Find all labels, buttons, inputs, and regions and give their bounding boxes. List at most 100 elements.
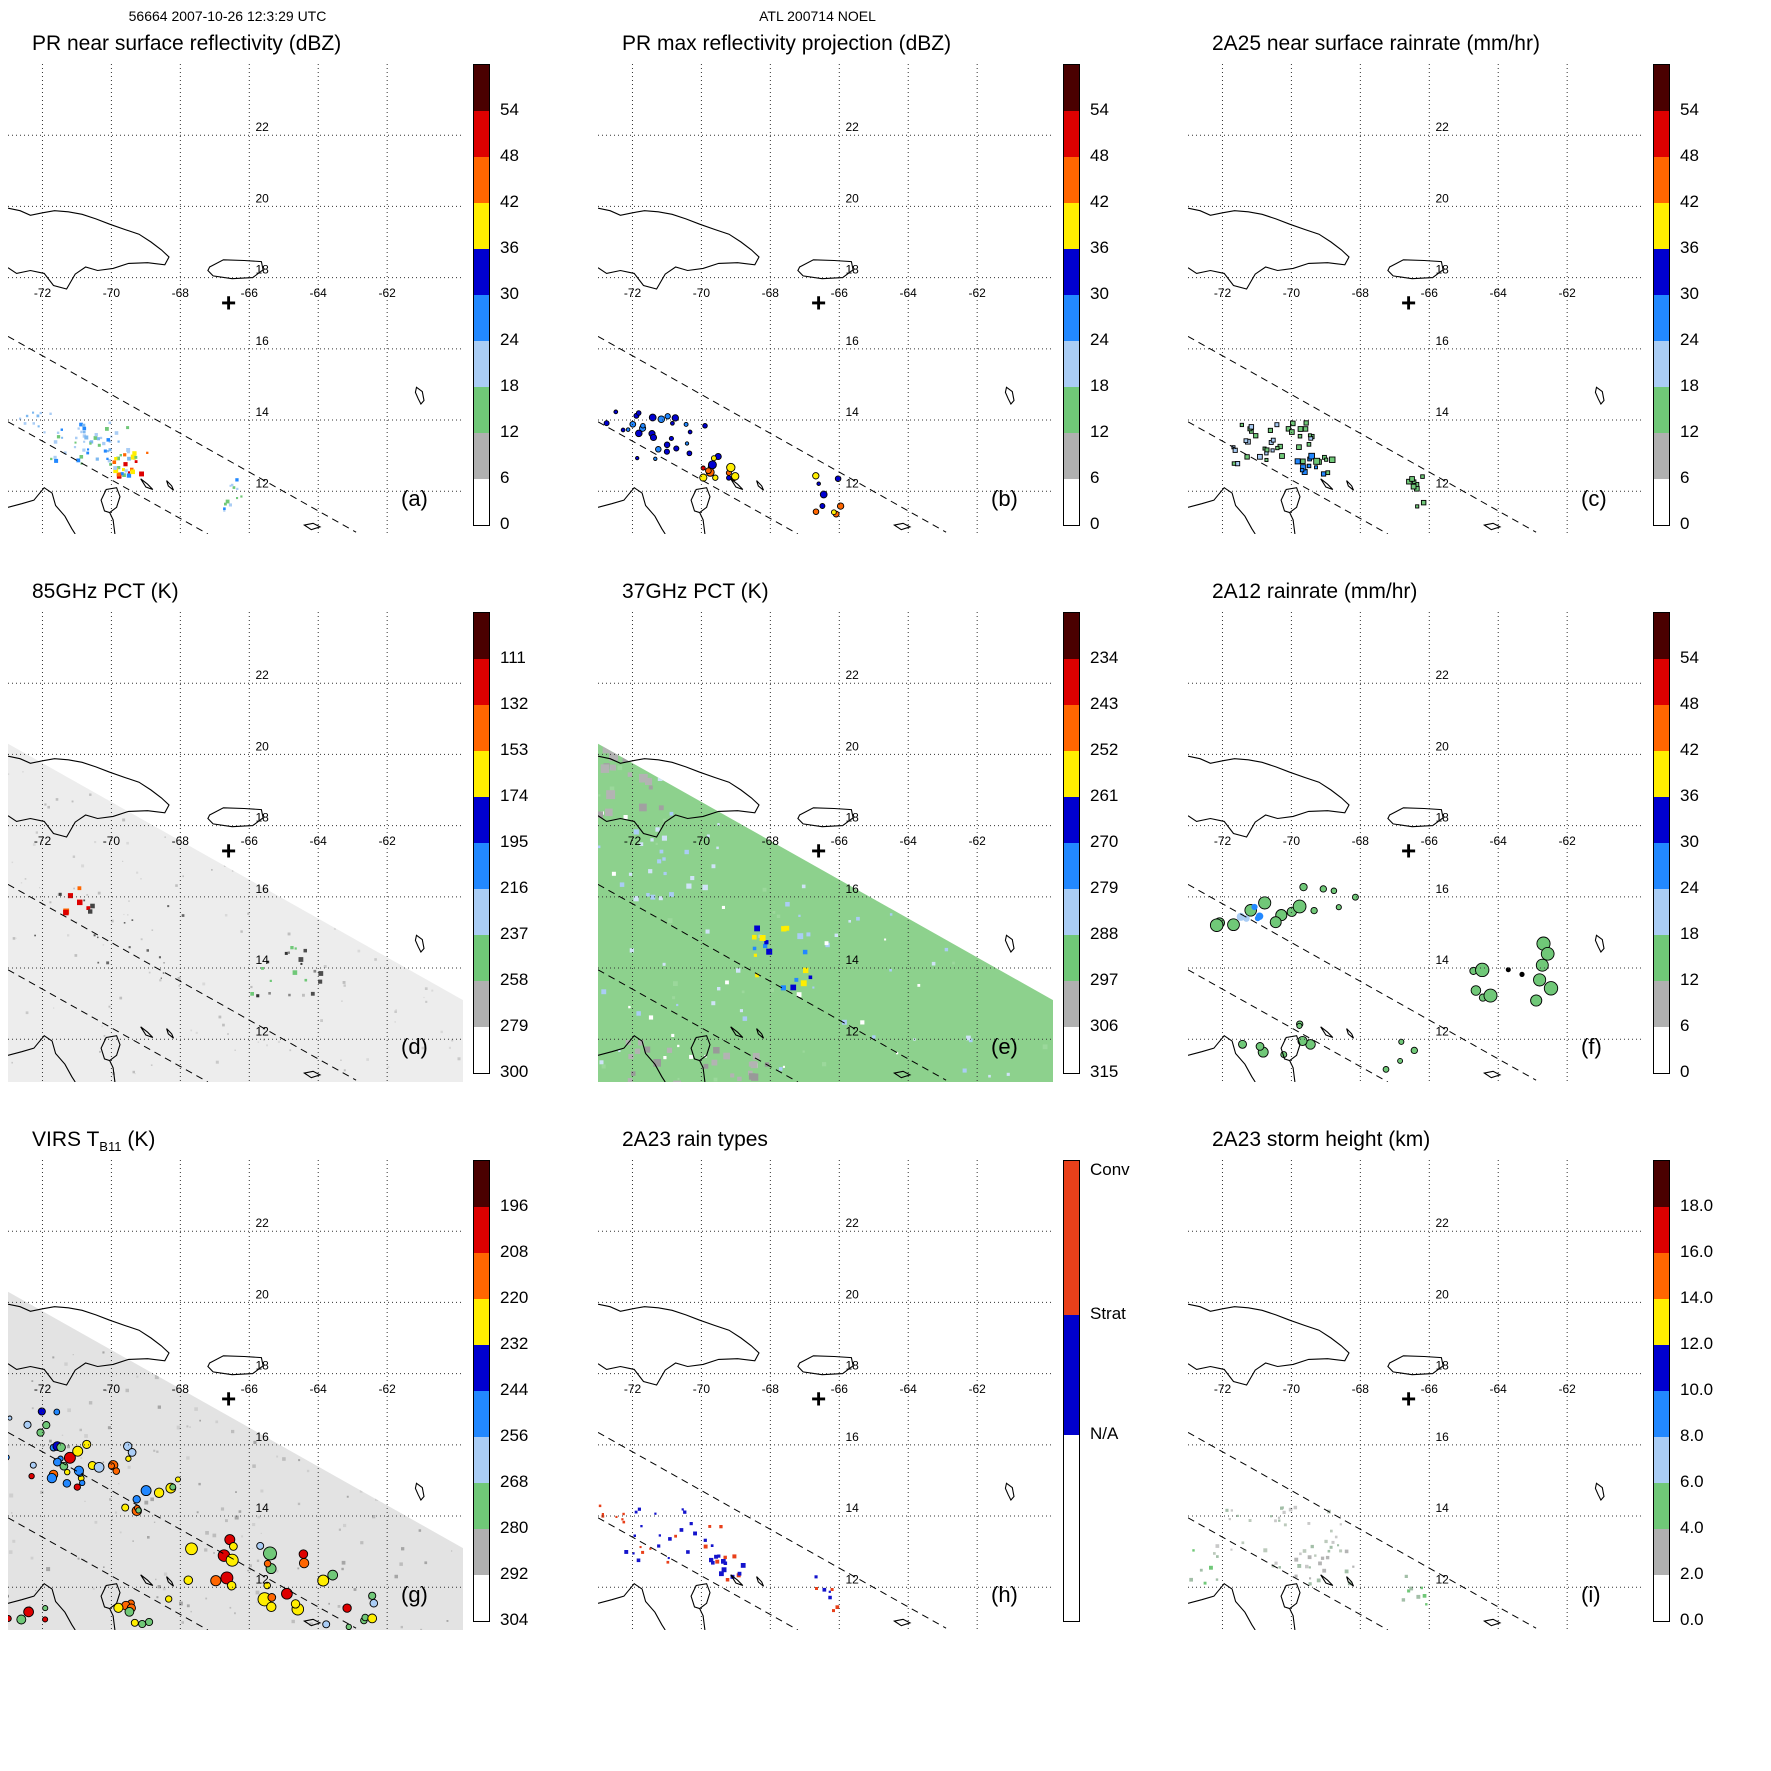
lon-tick-label: -64 bbox=[900, 1382, 918, 1396]
precip-data-cluster bbox=[58, 886, 95, 916]
lon-tick-label: -68 bbox=[1352, 1382, 1370, 1396]
lat-tick-label: 20 bbox=[846, 191, 860, 205]
lat-tick-label: 20 bbox=[846, 1287, 860, 1301]
precip-data-cluster bbox=[250, 946, 324, 998]
panel-title-main: VIRS T bbox=[32, 1128, 100, 1151]
colorbar-segment bbox=[474, 295, 489, 341]
colorbar-segment bbox=[1654, 889, 1669, 935]
colorbar-f: 54 48 42 36 30 24 18 12 6 0 bbox=[1653, 612, 1749, 1081]
lat-tick-label: 16 bbox=[1436, 882, 1450, 896]
colorbar-segment bbox=[1654, 1161, 1669, 1207]
coast-puerto-rico bbox=[1387, 259, 1444, 280]
colorbar-segment bbox=[1654, 249, 1669, 295]
coast-hispaniola bbox=[598, 755, 760, 838]
pr-swath-edge-lines bbox=[8, 883, 357, 1082]
coast-hispaniola bbox=[1188, 207, 1350, 290]
lon-tick-label: -64 bbox=[1490, 286, 1508, 300]
colorbar-tick-label: 16.0 bbox=[1680, 1242, 1714, 1261]
panel-title-b: PR max reflectivity projection (dBZ) bbox=[622, 32, 952, 55]
map-panel-f: -72 -70 -68 -66 -64 -62 12 14 16 18 20 22 + (f) bbox=[1188, 612, 1643, 1082]
tick-labels: -72 -70 -68 -66 -64 -62 12 14 16 18 20 22 bbox=[34, 120, 396, 490]
colorbar-segment bbox=[474, 1207, 489, 1253]
coast-curacao bbox=[1320, 1574, 1334, 1587]
colorbar-tick-label: 54 bbox=[1680, 648, 1699, 667]
coastlines bbox=[598, 755, 1015, 1082]
colorbar-tick-label: 24 bbox=[1090, 330, 1109, 349]
colorbar-tick-label: 18.0 bbox=[1680, 1196, 1714, 1215]
colorbar-tick-label: 18 bbox=[1090, 376, 1109, 395]
colorbar-segment bbox=[1064, 1027, 1079, 1073]
colorbar-segment bbox=[1064, 1161, 1079, 1316]
lat-tick-label: 14 bbox=[846, 953, 860, 967]
lon-tick-label: -68 bbox=[172, 834, 190, 848]
precip-data-cluster bbox=[1382, 1038, 1418, 1073]
colorbar-segment bbox=[1654, 1207, 1669, 1253]
colorbar-segment bbox=[474, 981, 489, 1027]
lon-tick-label: -70 bbox=[693, 1382, 711, 1396]
colorbar-segment bbox=[474, 1161, 489, 1207]
colorbar-tick-label: 208 bbox=[500, 1242, 529, 1261]
coast-margarita bbox=[893, 1070, 912, 1079]
lat-tick-label: 18 bbox=[256, 1359, 270, 1373]
coast-margarita bbox=[893, 1618, 912, 1627]
colorbar-tick-label: 14.0 bbox=[1680, 1288, 1714, 1307]
map-and-colorbar-b: -72 -70 -68 -66 -64 -62 12 14 16 18 20 22 + (b) 54 48 42… bbox=[598, 64, 1188, 534]
lon-tick-label: -72 bbox=[34, 1382, 52, 1396]
colorbar-segment bbox=[474, 65, 489, 111]
lat-tick-label: 22 bbox=[846, 668, 860, 682]
lat-tick-label: 16 bbox=[846, 882, 860, 896]
coast-margarita bbox=[1483, 522, 1502, 531]
coast-martinique bbox=[1004, 386, 1015, 405]
colorbar-tick-label: 8.0 bbox=[1680, 1426, 1704, 1445]
colorbar-tick-label: 153 bbox=[500, 740, 529, 759]
panel-letter: (e) bbox=[991, 1034, 1018, 1059]
lat-tick-label: 22 bbox=[256, 1216, 270, 1230]
panel-d: 85GHz PCT (K) -72 -70 -68 -66 -64 -62 12 14 16 18 2… bbox=[8, 580, 598, 1082]
colorbar-bar bbox=[1063, 612, 1080, 1074]
colorbar-tick-label: 292 bbox=[500, 1564, 529, 1583]
lon-tick-label: -70 bbox=[103, 834, 121, 848]
colorbar-segment bbox=[1064, 751, 1079, 797]
coast-martinique bbox=[1004, 934, 1015, 953]
colorbar-segment bbox=[1064, 613, 1079, 659]
storm-center-marker: + bbox=[221, 836, 236, 866]
tick-labels: -72 -70 -68 -66 -64 -62 12 14 16 18 20 22 bbox=[1214, 668, 1576, 1038]
panel-f: 2A12 rainrate (mm/hr) -72 -70 -68 -66 -64 -62 1… bbox=[1188, 580, 1771, 1082]
coast-bonaire bbox=[1346, 1028, 1355, 1039]
panel-letter: (c) bbox=[1581, 486, 1607, 511]
colorbar-type-label: N/A bbox=[1090, 1423, 1119, 1443]
colorbar-segment bbox=[1064, 341, 1079, 387]
colorbar-segment bbox=[1654, 111, 1669, 157]
pr-swath-edge-lines bbox=[1188, 335, 1537, 534]
colorbar-segment bbox=[1654, 843, 1669, 889]
coast-guajira-coast bbox=[1188, 1034, 1256, 1082]
precip-data-cluster bbox=[624, 1507, 723, 1564]
lon-tick-label: -72 bbox=[1214, 286, 1232, 300]
lon-tick-label: -62 bbox=[379, 1382, 397, 1396]
map-panel-d: -72 -70 -68 -66 -64 -62 12 14 16 18 20 22 + (d) bbox=[8, 612, 463, 1082]
precip-data-cluster bbox=[28, 1451, 86, 1491]
map-panel-e: -72 -70 -68 -66 -64 -62 12 14 16 18 20 22 + (e) bbox=[598, 612, 1053, 1082]
pr-swath-edge-lines bbox=[8, 1431, 357, 1630]
colorbar-tick-label: 196 bbox=[500, 1196, 529, 1215]
panel-title-d: 85GHz PCT (K) bbox=[32, 580, 179, 603]
precip-data-cluster bbox=[709, 1554, 746, 1582]
colorbar-tick-label: 36 bbox=[500, 238, 519, 257]
lon-tick-label: -68 bbox=[1352, 286, 1370, 300]
coast-bonaire bbox=[166, 1028, 175, 1039]
colorbar-segment bbox=[1064, 935, 1079, 981]
colorbar-segment bbox=[1064, 659, 1079, 705]
coast-paraguana-peninsula bbox=[100, 487, 121, 534]
lon-tick-label: -68 bbox=[762, 1382, 780, 1396]
colorbar-segment bbox=[474, 659, 489, 705]
precip-data-cluster bbox=[1294, 452, 1336, 477]
colorbar-tick-label: 279 bbox=[500, 1016, 529, 1035]
tick-labels: -72 -70 -68 -66 -64 -62 12 14 16 18 20 22 bbox=[34, 668, 396, 1038]
colorbar-tick-label: 6 bbox=[1680, 1016, 1690, 1035]
lat-tick-label: 16 bbox=[256, 334, 270, 348]
colorbar-segment bbox=[1654, 203, 1669, 249]
lat-tick-label: 22 bbox=[846, 120, 860, 134]
coast-margarita bbox=[1483, 1618, 1502, 1627]
coast-martinique bbox=[1594, 934, 1605, 953]
pr-swath-edge-lines bbox=[1188, 883, 1537, 1082]
